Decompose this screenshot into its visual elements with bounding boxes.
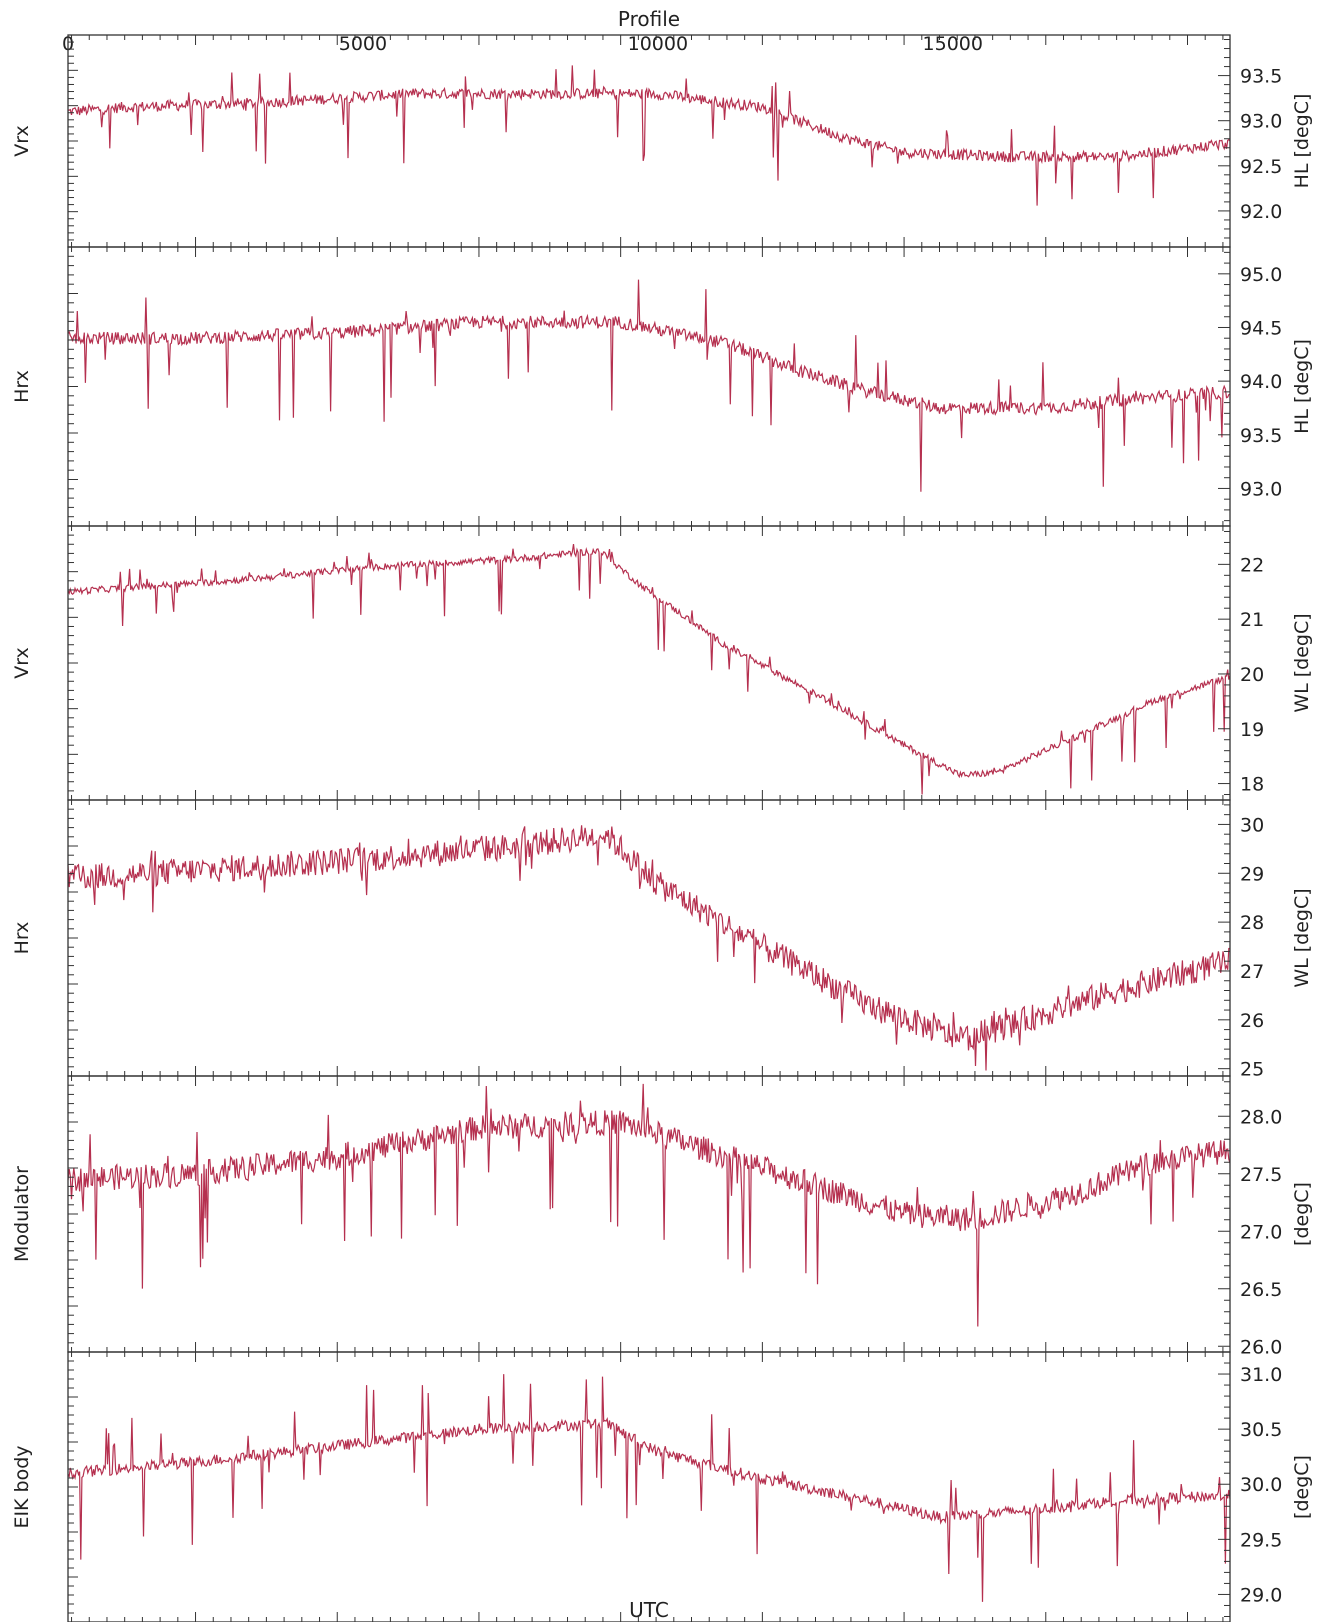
y-tick-label: 94.5 [1240, 317, 1282, 339]
left-panel-label: Vrx [11, 125, 33, 157]
panel-5: 26.0 26.5 27.0 27.5 28.0 Modulator [degC] [11, 1075, 1313, 1358]
y-tick-label: 31.0 [1240, 1364, 1282, 1386]
panel-frame [67, 246, 1231, 527]
y-tick-label: 93.0 [1240, 111, 1282, 133]
y-tick-label: 94.0 [1240, 371, 1282, 393]
y-tick-label: 29.0 [1240, 1584, 1282, 1606]
panel-frame [67, 799, 1231, 1077]
y-tick-label: 21 [1240, 609, 1264, 631]
y-tick-label: 19 [1240, 719, 1264, 741]
series-line [67, 1083, 1231, 1327]
y-tick-label: 93.0 [1240, 478, 1282, 500]
panel-1: 92.0 92.5 93.0 93.5 Vrx HL [degC] [11, 34, 1313, 248]
panel-2: 93.0 93.5 94.0 94.5 95.0 Hrx HL [degC] [11, 246, 1313, 527]
y-tick-label: 93.5 [1240, 425, 1282, 447]
left-panel-label: Modulator [11, 1166, 33, 1262]
y-tick-label: 27.0 [1240, 1221, 1282, 1243]
y-tick-label: 30 [1240, 814, 1264, 836]
top-axis-title: Profile [618, 7, 680, 31]
bottom-axis-title: UTC [629, 1598, 669, 1622]
y-tick-label: 30.0 [1240, 1474, 1282, 1496]
y-tick-label: 22 [1240, 554, 1264, 576]
left-panel-label: Hrx [11, 922, 33, 955]
y-tick-label: 27 [1240, 961, 1264, 983]
y-tick-label: 27.5 [1240, 1164, 1282, 1186]
panel-4: 25 26 27 28 29 30 Hrx WL [degC] [11, 799, 1313, 1081]
series-line [67, 825, 1231, 1071]
y-tick-label: 95.0 [1240, 264, 1282, 286]
panels: 92.0 92.5 93.0 93.5 Vrx HL [degC] 93.0 93.5 94.0… [11, 34, 1313, 1622]
panel-3: 18 19 20 21 22 Vrx WL [degC] [11, 525, 1313, 801]
right-axis-label: HL [degC] [1291, 94, 1313, 189]
series-line [67, 279, 1231, 492]
left-panel-label: Hrx [11, 370, 33, 403]
y-tick-label: 29 [1240, 863, 1264, 885]
y-tick-label: 25 [1240, 1059, 1264, 1081]
y-tick-label: 20 [1240, 664, 1264, 686]
series-line [67, 65, 1231, 206]
y-tick-label: 28.0 [1240, 1106, 1282, 1128]
y-tick-label: 18 [1240, 774, 1264, 796]
panel-frame [67, 525, 1231, 801]
y-tick-label: 26 [1240, 1010, 1264, 1032]
right-axis-label: WL [degC] [1291, 613, 1313, 712]
right-axis-label: WL [degC] [1291, 888, 1313, 987]
y-tick-label: 29.5 [1240, 1529, 1282, 1551]
top-tick-label: 15000 [923, 33, 983, 55]
series-line [67, 1374, 1231, 1602]
left-panel-label: EIK body [11, 1445, 33, 1528]
panel-6: 29.0 29.5 30.0 30.5 31.0 EIK body [degC] [11, 1351, 1313, 1622]
panel-frame [67, 1351, 1231, 1622]
panel-frame [67, 34, 1231, 248]
top-tick-label: 10000 [628, 33, 688, 55]
y-tick-label: 93.5 [1240, 66, 1282, 88]
top-axis: 0 5000 10000 15000 [62, 33, 983, 55]
y-tick-label: 30.5 [1240, 1419, 1282, 1441]
y-tick-label: 28 [1240, 912, 1264, 934]
left-panel-label: Vrx [11, 647, 33, 679]
y-tick-label: 26.0 [1240, 1336, 1282, 1358]
right-axis-label: [degC] [1291, 1182, 1313, 1246]
top-tick-label: 5000 [339, 33, 387, 55]
right-axis-label: [degC] [1291, 1455, 1313, 1519]
series-line [67, 544, 1231, 795]
y-tick-label: 92.0 [1240, 201, 1282, 223]
y-tick-label: 26.5 [1240, 1279, 1282, 1301]
panel-frame [67, 1075, 1231, 1353]
right-axis-label: HL [degC] [1291, 339, 1313, 434]
y-tick-label: 92.5 [1240, 156, 1282, 178]
